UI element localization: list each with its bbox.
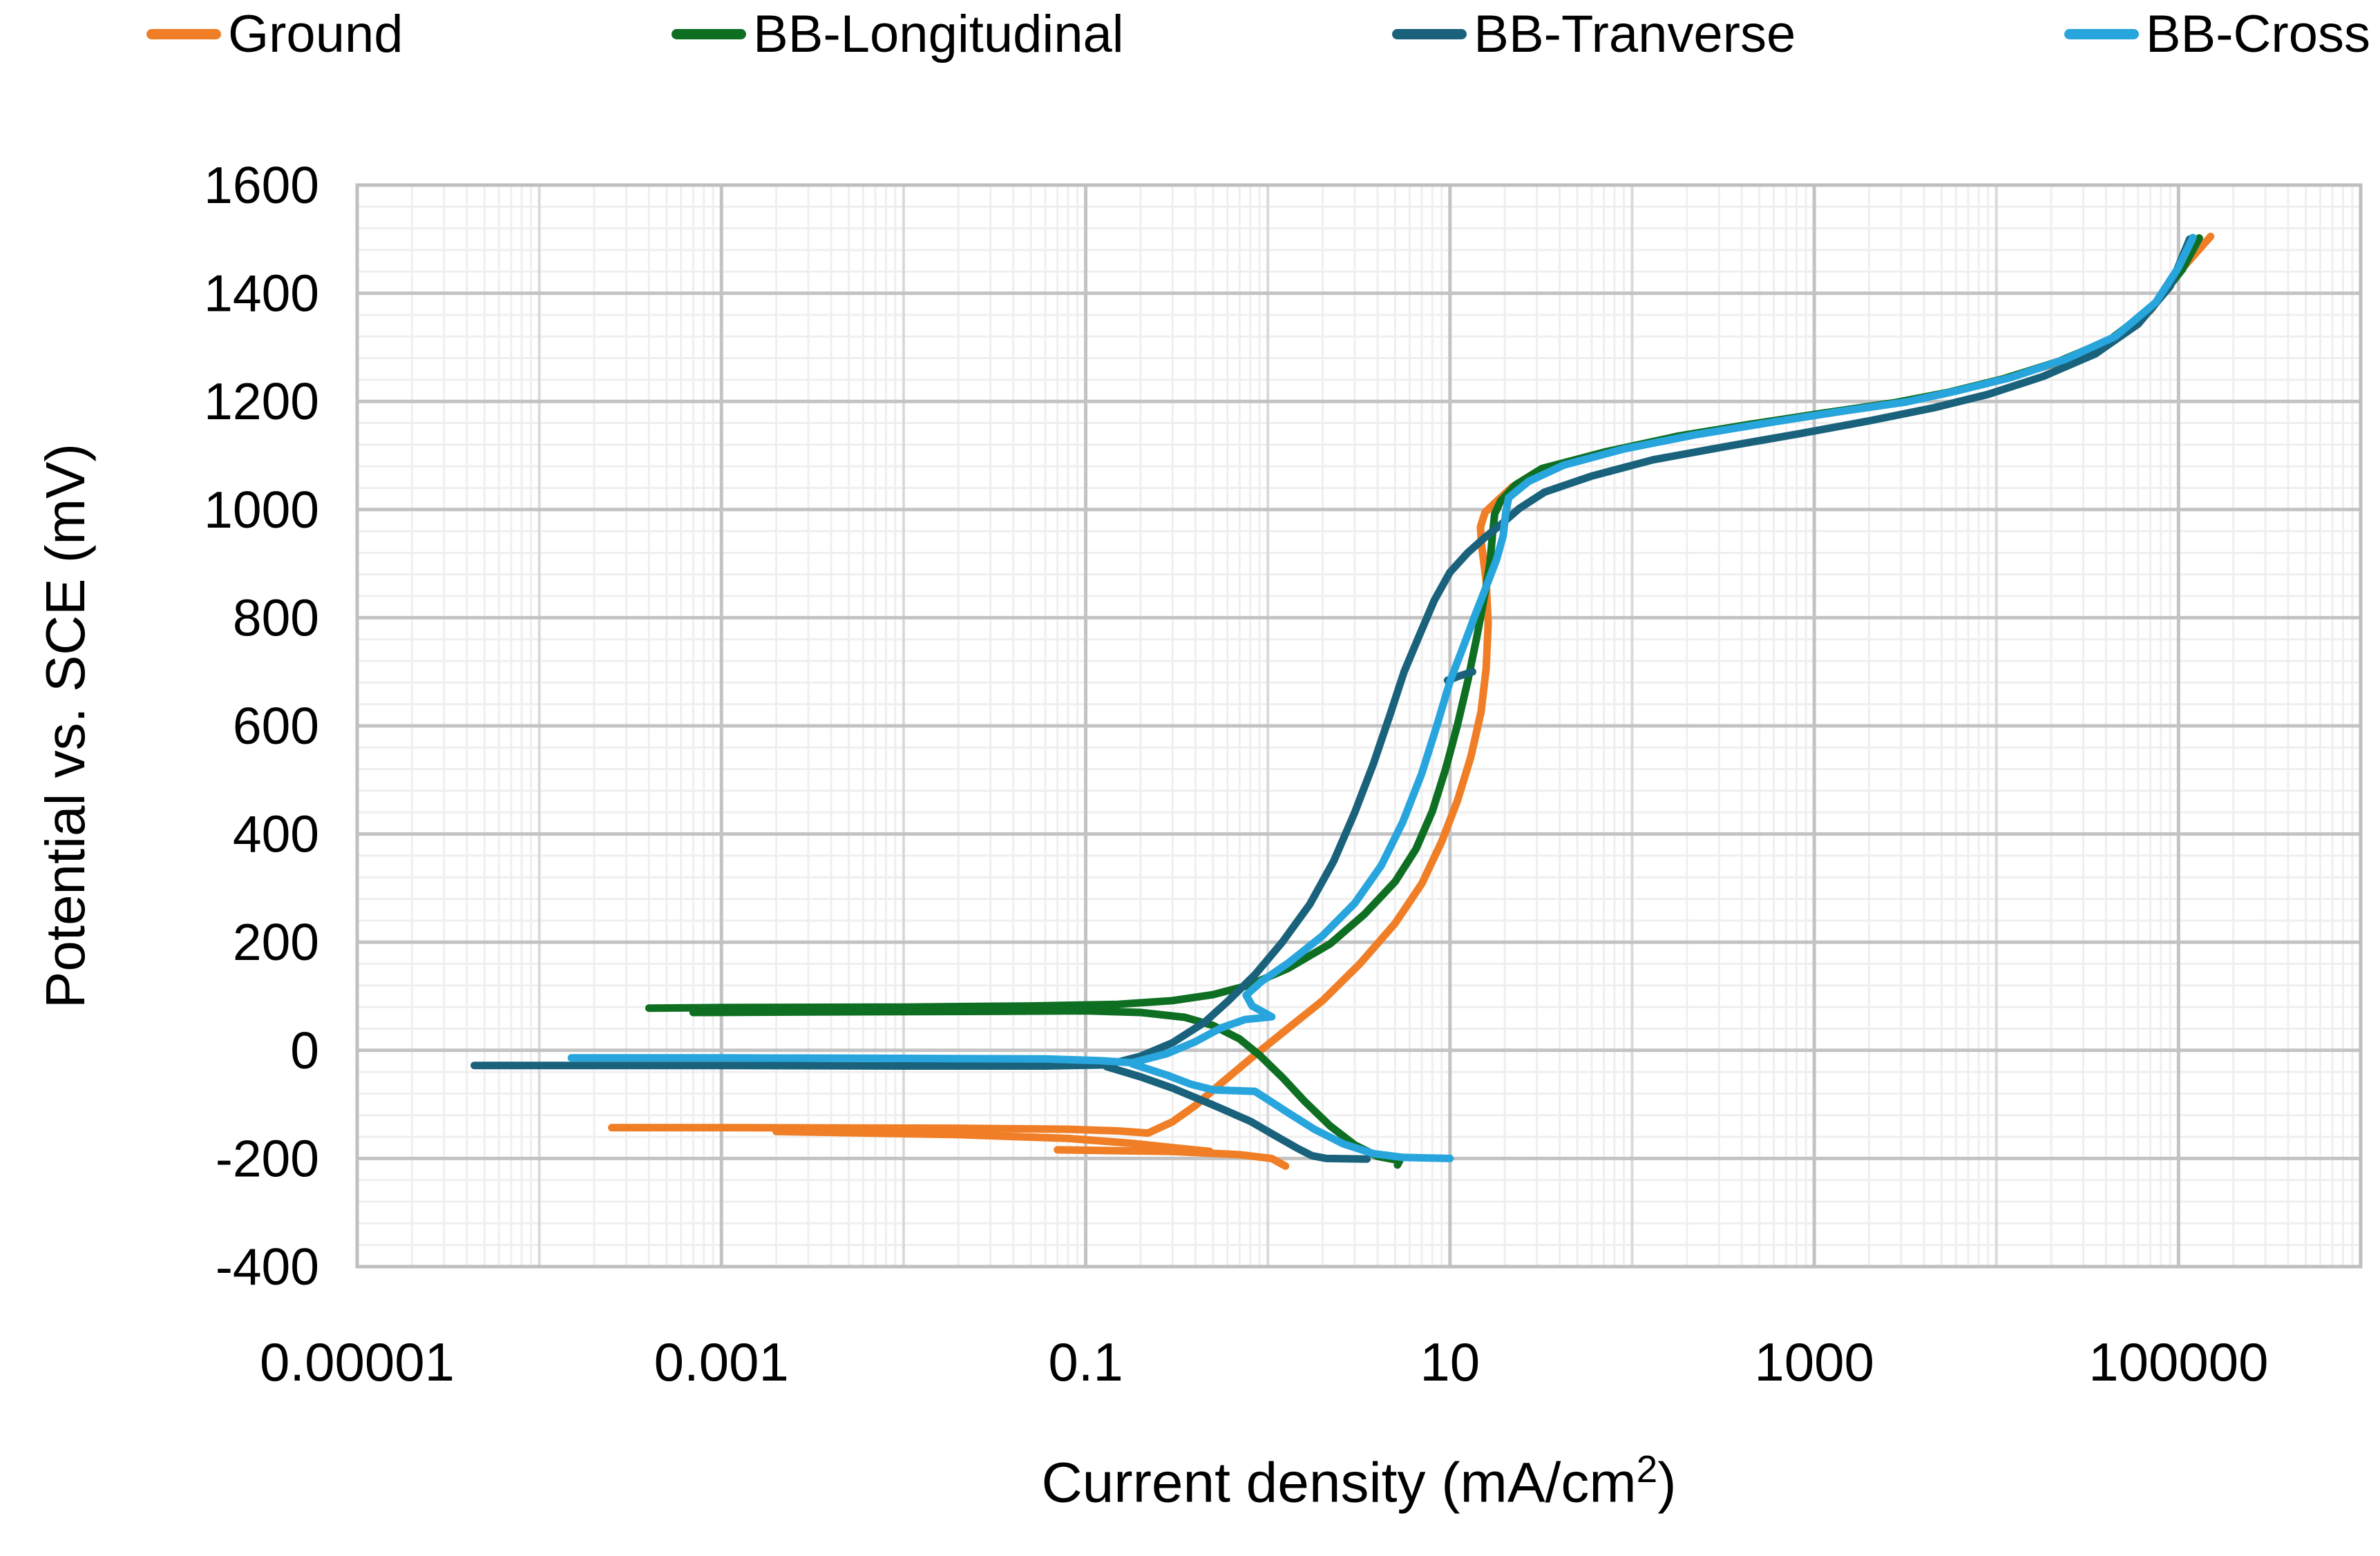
y-tick-label: 600 — [233, 697, 319, 755]
y-tick-label: 0 — [290, 1021, 319, 1079]
x-axis-title: Current density (mA/cm2) — [1041, 1447, 1676, 1515]
series-line-bb-cross — [1128, 1059, 1454, 1162]
x-tick-label: 100000 — [2088, 1332, 2268, 1392]
legend-item-bb-tranverse: BB-Tranverse — [1392, 6, 1796, 64]
y-axis-title: Potential vs. SCE (mV) — [35, 443, 96, 1009]
y-tick-label: 800 — [233, 588, 319, 646]
series-line-bb-tranverse — [1103, 1062, 1371, 1163]
legend-swatch-bb-tranverse-icon — [1392, 29, 1467, 40]
legend-label-bb-longitudinal: BB-Longitudinal — [753, 5, 1124, 64]
legend-swatch-bb-longitudinal-icon — [672, 29, 747, 40]
y-tick-label: 400 — [233, 805, 319, 863]
legend-label-bb-cross: BB-Cross — [2145, 5, 2370, 64]
series-line-ground — [1054, 1146, 1290, 1170]
x-tick-label: 1000 — [1754, 1332, 1874, 1392]
series-line-ground — [608, 232, 2215, 1137]
x-axis-title-superscript: 2 — [1636, 1448, 1658, 1490]
x-axis-title-close: ) — [1657, 1451, 1677, 1515]
y-tick-label: 200 — [233, 913, 319, 971]
legend-item-bb-cross: BB-Cross — [2064, 6, 2370, 64]
legend-label-ground: Ground — [228, 5, 403, 64]
series-line-bb-tranverse — [470, 235, 2193, 1070]
legend-swatch-ground-icon — [146, 29, 221, 40]
series-line-bb-cross — [567, 233, 2197, 1067]
y-tick-label: 1600 — [204, 156, 319, 214]
x-axis-title-text: Current density (mA/cm — [1041, 1451, 1637, 1515]
legend-item-ground: Ground — [146, 6, 403, 64]
y-tick-label: -400 — [216, 1238, 319, 1296]
x-tick-label: 10 — [1420, 1332, 1480, 1392]
y-tick-label: 1400 — [204, 265, 319, 323]
y-tick-label: 1000 — [204, 481, 319, 539]
chart-legend: Ground BB-Longitudinal BB-Tranverse BB-C… — [0, 6, 2380, 64]
x-tick-label: 0.001 — [654, 1332, 789, 1392]
legend-item-bb-longitudinal: BB-Longitudinal — [672, 6, 1124, 64]
legend-label-bb-tranverse: BB-Tranverse — [1474, 5, 1796, 64]
x-tick-label: 0.00001 — [260, 1332, 455, 1392]
legend-swatch-bb-cross-icon — [2064, 29, 2139, 40]
y-tick-label: -200 — [216, 1129, 319, 1187]
plot-border — [355, 183, 2363, 1269]
x-tick-label: 0.1 — [1048, 1332, 1123, 1392]
y-tick-label: 1200 — [204, 372, 319, 430]
